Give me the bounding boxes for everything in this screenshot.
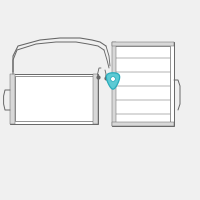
Bar [112,122,174,126]
Bar [10,74,15,124]
Bar [10,74,98,124]
Bar [112,42,116,126]
Bar [115,46,170,122]
Bar [93,74,98,124]
Bar [112,42,174,126]
Bar [15,76,94,121]
Polygon shape [106,73,120,89]
Bar [112,42,174,46]
Ellipse shape [111,77,115,81]
